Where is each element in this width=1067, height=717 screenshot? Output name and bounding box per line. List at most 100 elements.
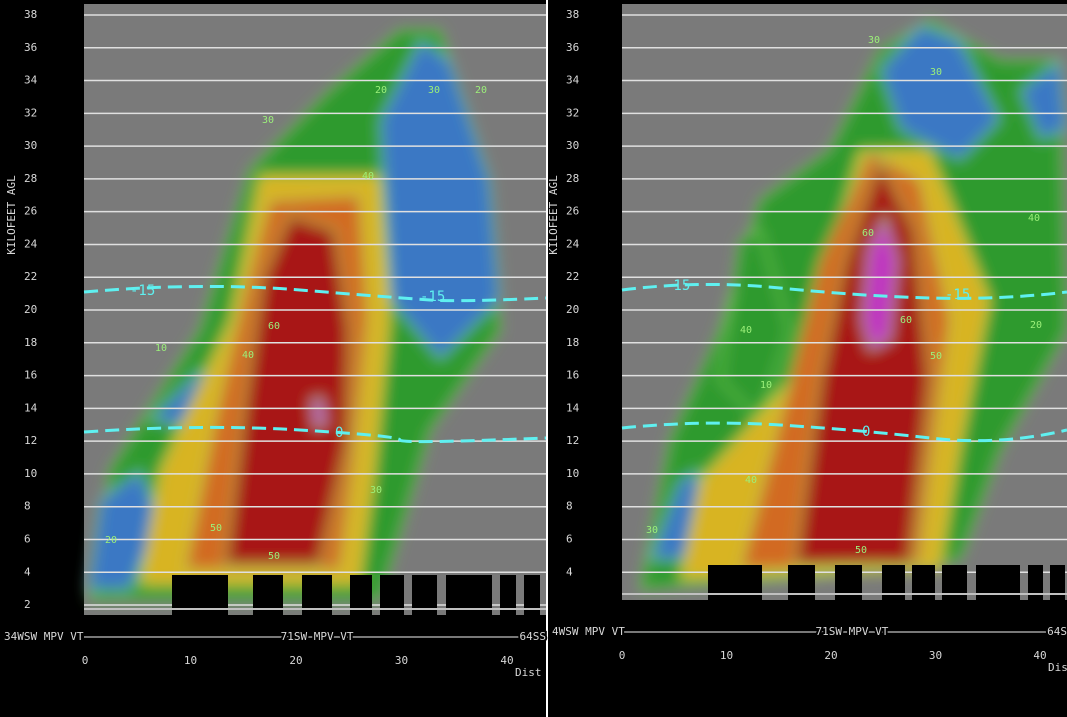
y-tick-label: 36 (24, 41, 37, 54)
x-tick-label: 0 (619, 649, 626, 662)
contour-label: 50 (268, 551, 280, 562)
echo-region (224, 214, 351, 566)
contour-label: 30 (930, 67, 942, 78)
x-tick-label: 40 (1033, 649, 1046, 662)
y-tick-label: 38 (566, 8, 579, 21)
y-tick-label: 32 (566, 106, 579, 119)
axis-title: KILOFEET AGL (5, 175, 18, 255)
y-tick-label: 8 (24, 500, 31, 513)
contour-label: 20 (105, 535, 117, 546)
terrain-block (524, 575, 540, 615)
contour-label: 40 (740, 325, 752, 336)
y-tick-label: 16 (24, 369, 37, 382)
y-tick-label: 14 (566, 401, 580, 414)
y-tick-label: 12 (566, 434, 579, 447)
y-tick-label: 12 (24, 434, 37, 447)
isotherm-label: 0 (862, 424, 870, 440)
contour-label: 10 (760, 380, 772, 391)
x-tick-label: 20 (824, 649, 837, 662)
contour-label: 50 (210, 523, 222, 534)
contour-label: 60 (900, 315, 912, 326)
axis-title: KILOFEET AGL (547, 175, 560, 255)
y-tick-label: 20 (566, 303, 579, 316)
divider (546, 0, 548, 717)
radar-panel: 3836343230282624222018161412108642-15-15… (2, 4, 548, 717)
terrain-block (882, 565, 905, 600)
path-label: 71SW MPV VT (281, 630, 354, 643)
isotherm-label: -15 (665, 278, 690, 294)
contour-label: 40 (1028, 213, 1040, 224)
y-tick-label: 34 (566, 74, 580, 87)
terrain-block (1028, 565, 1043, 600)
y-tick-label: 22 (24, 270, 37, 283)
path-label: 71SW MPV VT (815, 625, 888, 638)
isotherm (83, 425, 547, 444)
y-tick-label: 6 (24, 532, 31, 545)
y-tick-label: 14 (24, 401, 38, 414)
contour-label: 50 (930, 351, 942, 362)
echo-region (311, 397, 327, 429)
y-tick-label: 30 (566, 139, 579, 152)
contour-label: 60 (862, 228, 874, 239)
contour-label: 30 (646, 525, 658, 536)
y-tick-label: 24 (24, 237, 38, 250)
isotherm-label: -15 (130, 283, 155, 299)
distance-label: Dist (515, 666, 542, 679)
y-tick-label: 18 (566, 336, 579, 349)
y-tick-label: 2 (24, 598, 31, 611)
x-tick-label: 20 (289, 654, 302, 667)
contour-label: 60 (268, 321, 280, 332)
y-tick-label: 4 (24, 565, 31, 578)
y-tick-label: 28 (24, 172, 37, 185)
terrain-block (500, 575, 516, 615)
terrain-block (350, 575, 372, 615)
footer (4, 615, 546, 717)
echo-region (861, 212, 899, 352)
path-label: 4WSW MPV VT (552, 625, 625, 638)
y-tick-label: 24 (566, 237, 580, 250)
x-tick-label: 10 (720, 649, 733, 662)
isotherm-label: -15 (945, 287, 970, 303)
y-tick-label: 16 (566, 369, 579, 382)
terrain-block (1050, 565, 1065, 600)
y-tick-label: 6 (566, 532, 573, 545)
y-tick-label: 36 (566, 41, 579, 54)
contour-label: 30 (428, 85, 440, 96)
x-tick-label: 30 (929, 649, 942, 662)
y-tick-label: 28 (566, 172, 579, 185)
echo-region (87, 468, 161, 591)
x-tick-label: 30 (395, 654, 408, 667)
echo-region (879, 24, 1001, 161)
y-tick-label: 10 (566, 467, 579, 480)
isotherm (83, 284, 547, 303)
radar-panel: 3836343230282624222018161412108642-15-15… (547, 4, 1067, 717)
contour-label: 40 (362, 171, 374, 182)
isotherm-label: -15 (420, 289, 445, 305)
terrain-block (912, 565, 935, 600)
x-tick-label: 10 (184, 654, 197, 667)
contour-label: 30 (370, 485, 382, 496)
x-tick-label: 40 (500, 654, 513, 667)
y-tick-label: 26 (24, 205, 37, 218)
distance-label: Dist (1048, 661, 1067, 674)
reflectivity (639, 19, 1067, 591)
path-label: 34WSW MPV VT (4, 630, 84, 643)
y-tick-label: 8 (566, 500, 573, 513)
contour-label: 30 (262, 115, 274, 126)
y-tick-label: 10 (24, 467, 37, 480)
y-tick-label: 34 (24, 74, 38, 87)
x-tick-label: 0 (82, 654, 89, 667)
y-tick-label: 38 (24, 8, 37, 21)
y-tick-label: 4 (566, 565, 573, 578)
y-tick-label: 32 (24, 106, 37, 119)
y-tick-label: 26 (566, 205, 579, 218)
isotherm (621, 282, 1067, 300)
contour-label: 40 (745, 475, 757, 486)
y-tick-label: 20 (24, 303, 37, 316)
footer (548, 600, 1067, 717)
contour-label: 30 (868, 35, 880, 46)
path-label: 64S (1047, 625, 1067, 638)
y-tick-label: 22 (566, 270, 579, 283)
contour-label: 20 (475, 85, 487, 96)
